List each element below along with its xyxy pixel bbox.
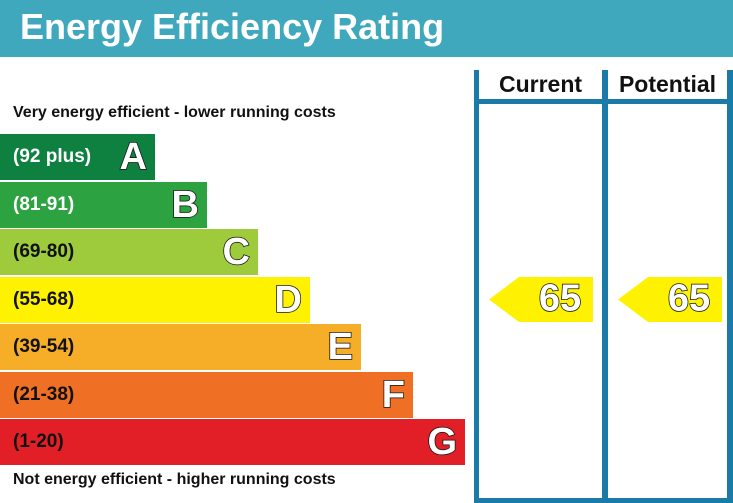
- table-bottom-line: [474, 498, 733, 503]
- band-letter: B: [171, 183, 200, 227]
- band-letter: F: [381, 373, 406, 417]
- column-divider-right: [727, 70, 733, 503]
- column-divider-left: [474, 70, 479, 503]
- band-range-label: (55-68): [13, 288, 75, 310]
- band-range-label: (81-91): [13, 193, 75, 215]
- band-range-label: (39-54): [13, 336, 75, 357]
- band-b: (81-91) B: [0, 181, 207, 228]
- indicator-arrow: [618, 276, 722, 322]
- band-range-label: (92 plus): [13, 146, 92, 167]
- band-range-label: (69-80): [13, 241, 75, 262]
- column-divider-middle: [602, 70, 608, 503]
- band-a: (92 plus) A: [0, 134, 155, 180]
- band-letter: D: [274, 278, 303, 322]
- band-range-label: (21-38): [13, 383, 75, 405]
- current-column-header: Current: [498, 71, 583, 97]
- indicator-value: 65: [668, 277, 710, 319]
- chart-title: Energy Efficiency Rating: [20, 6, 445, 47]
- band-letter: C: [222, 230, 251, 274]
- band-d: (55-68) D: [0, 276, 310, 323]
- band-f: (21-38) F: [0, 371, 413, 418]
- inefficient-note: Not energy efficient - higher running co…: [13, 471, 336, 488]
- potential-rating-indicator: 65: [618, 276, 722, 322]
- band-letter: G: [427, 420, 458, 464]
- band-g: (1-20) G: [0, 419, 465, 465]
- header-bar: Energy Efficiency Rating: [0, 0, 733, 57]
- band-letter: E: [327, 325, 354, 369]
- current-rating-indicator: 65: [489, 276, 593, 322]
- band-c: (69-80) C: [0, 229, 258, 275]
- efficient-note: Very energy efficient - lower running co…: [13, 104, 336, 121]
- header-underline: [474, 99, 733, 104]
- band-letter: A: [119, 135, 148, 179]
- indicator-arrow: [489, 276, 593, 322]
- band-e: (39-54) E: [0, 324, 361, 370]
- indicator-value: 65: [539, 277, 581, 319]
- band-range-label: (1-20): [13, 431, 64, 452]
- potential-column-header: Potential: [618, 71, 717, 97]
